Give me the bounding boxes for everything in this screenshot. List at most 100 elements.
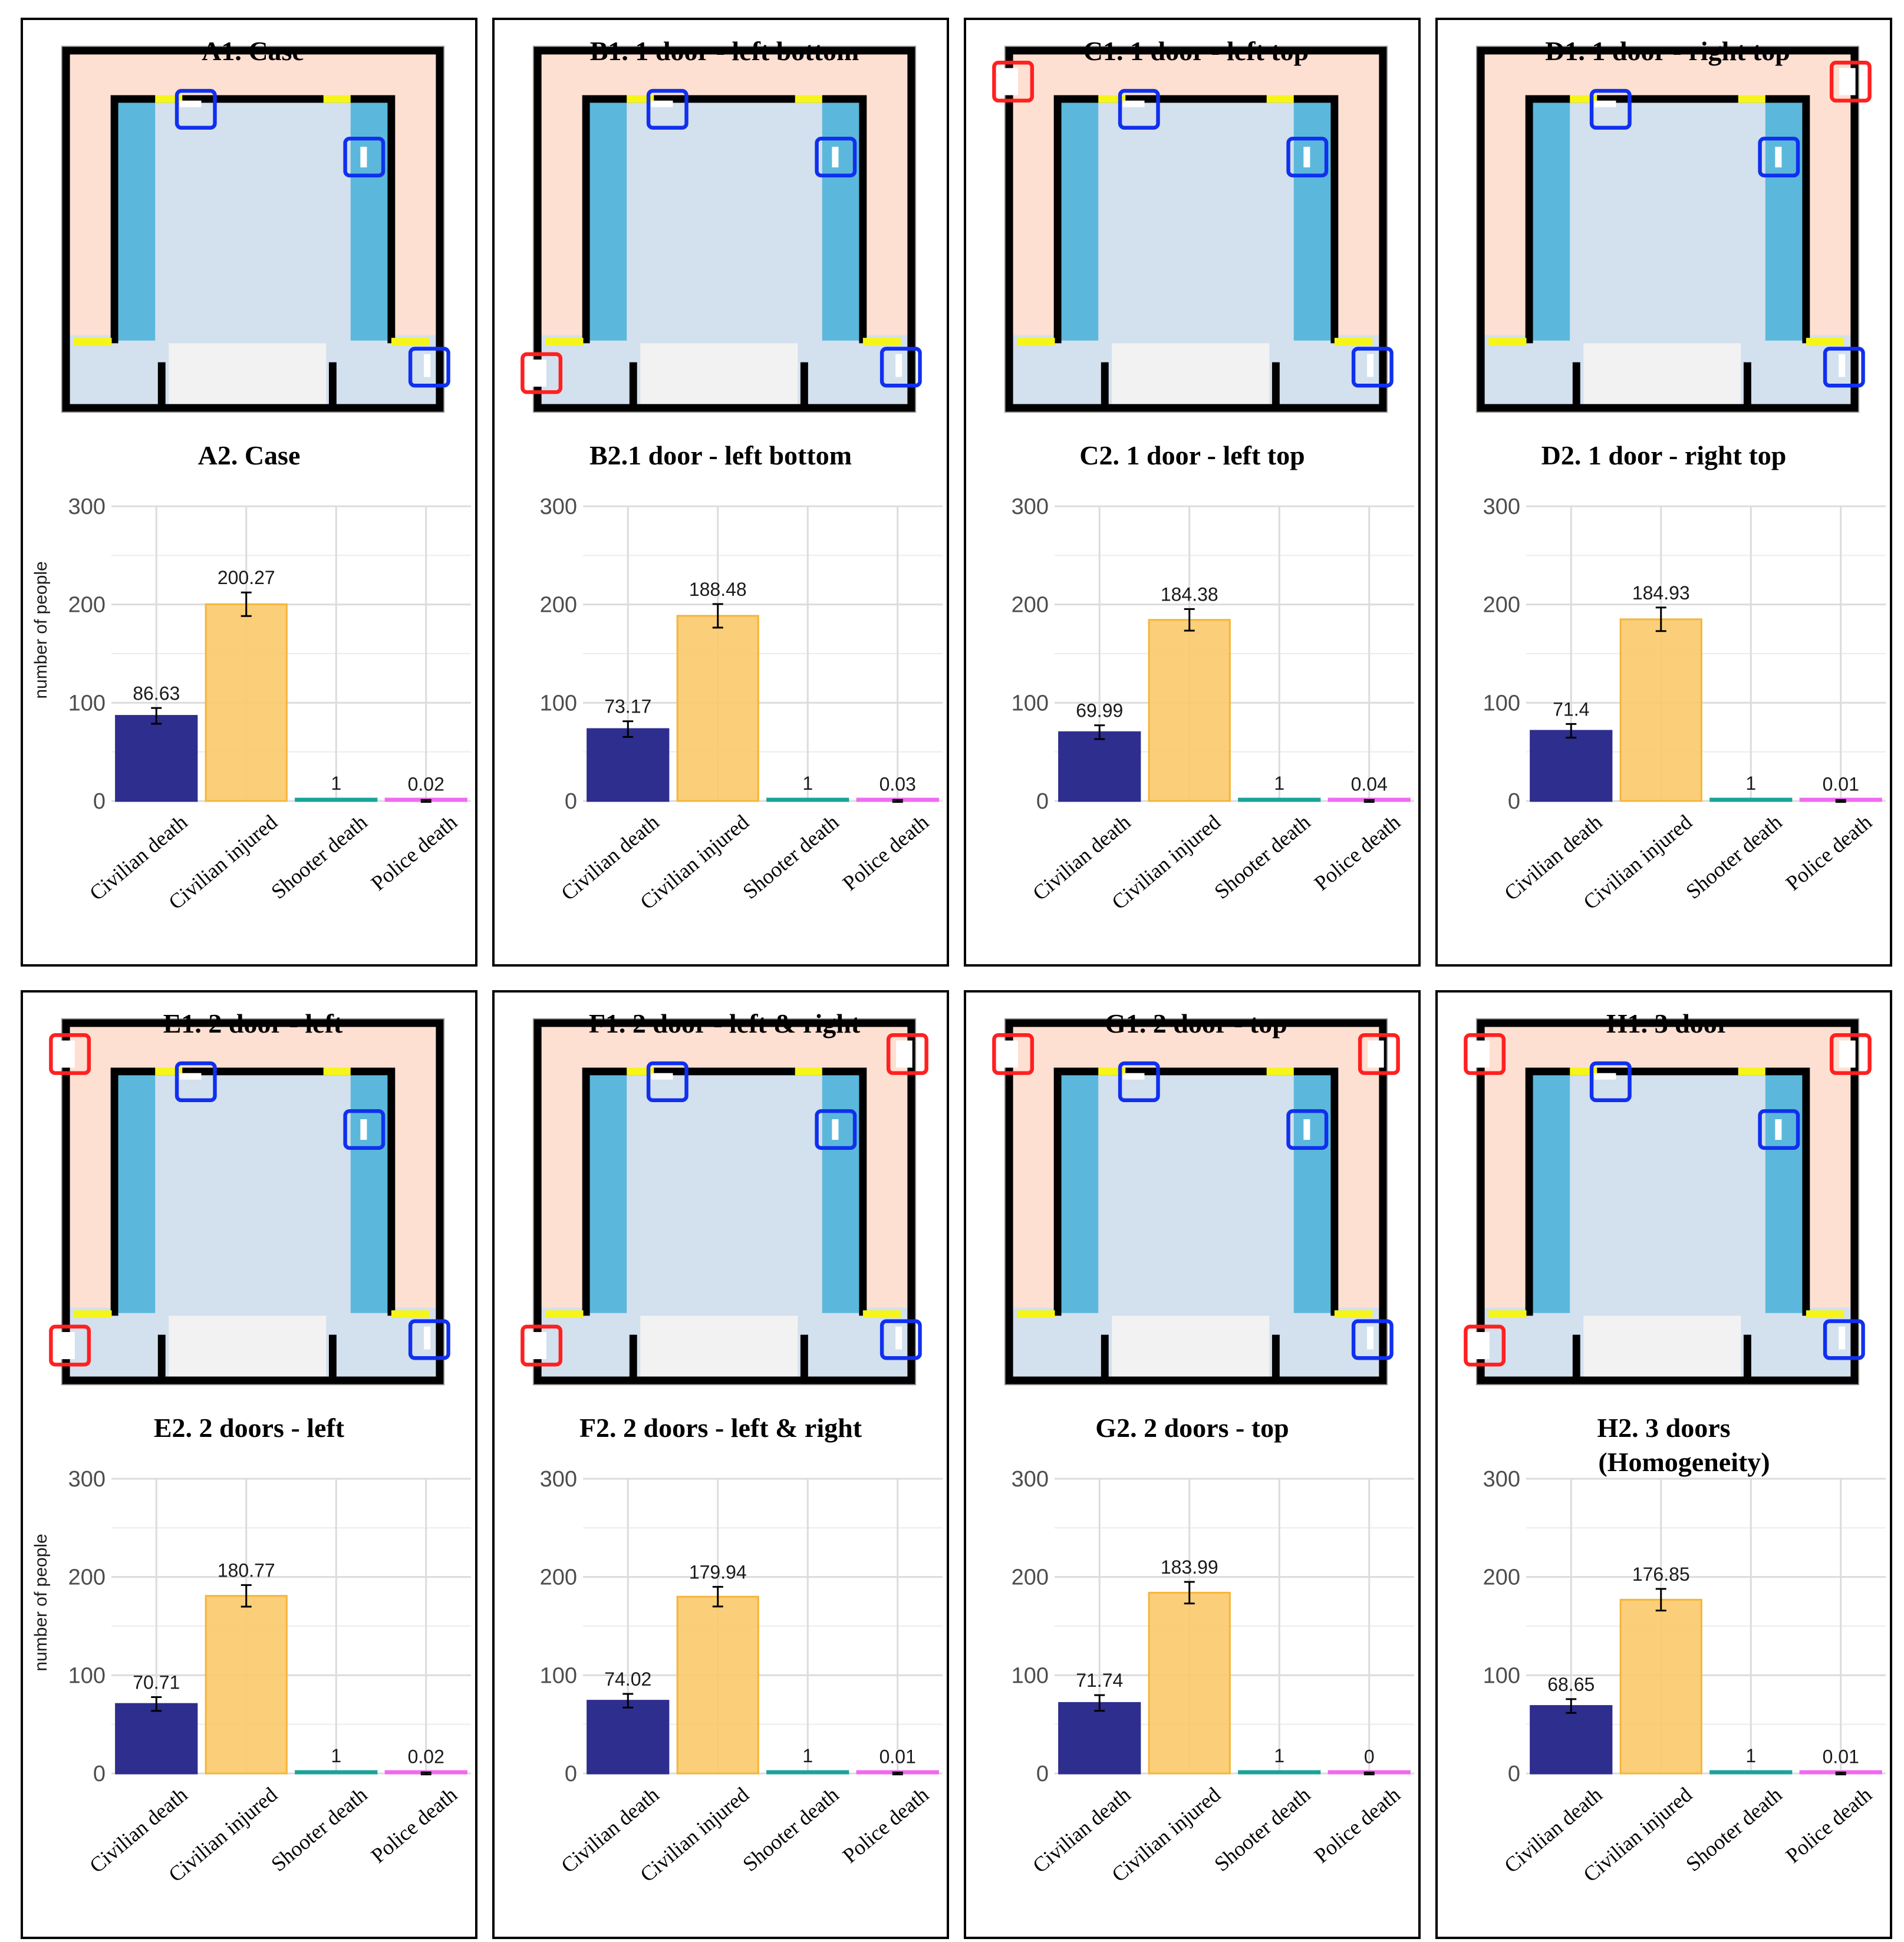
partition-wall [629,362,637,411]
existing-door-box [174,1061,217,1102]
door-gap [1367,1326,1374,1350]
existing-door-box [879,347,922,388]
inner-room [1531,101,1804,335]
existing-door-box [1351,1319,1394,1360]
chart-title: C2. 1 door - left top [1079,440,1305,470]
y-tick-label: 300 [68,1467,106,1492]
x-category-label: Shooter death [1681,1782,1786,1876]
data-label: 1 [1745,1745,1756,1766]
panel-0: A1. Case 0 100 200 300 number of people 86.63 C… [21,18,477,967]
floorplan-title: D1. 1 door - right top [1545,36,1790,66]
existing-door-box [1758,1109,1800,1150]
existing-door-box [815,1109,857,1150]
floorplan-title: G1. 2 door - top [1105,1008,1287,1038]
existing-door-box [1589,88,1632,130]
data-label: 1 [331,773,341,794]
yellow-marker [1266,1067,1294,1076]
data-label: 69.99 [1076,700,1123,721]
door-gap [895,1326,902,1350]
y-tick-label: 200 [68,593,106,618]
yellow-marker [391,338,430,346]
new-door-gap [1473,1040,1490,1068]
yellow-marker [74,338,112,346]
existing-door-box [343,136,386,178]
inner-room [588,1074,861,1308]
y-axis-label: number of people [31,1534,51,1671]
y-tick-label: 0 [565,1762,577,1786]
yellow-marker [323,1067,351,1076]
door-gap [1122,100,1145,107]
data-label: 188.48 [689,579,747,600]
new-door-gap [530,1332,546,1360]
panel-7: H1. 3 door 0 100 200 300 68.65 Civilian death 1… [1435,990,1892,1939]
floorplan-title: B1. 1 door - left bottom [589,36,859,66]
existing-door-box [1286,1109,1329,1150]
yellow-marker [545,338,584,346]
y-tick-label: 0 [1036,789,1049,814]
door-gap [1775,147,1782,167]
partition-wall [1572,1334,1580,1384]
chart-title: D2. 1 door - right top [1541,440,1787,470]
partition-wall [800,362,808,411]
x-category-label: Shooter death [1210,810,1315,904]
door-gap [1367,354,1374,377]
yellow-marker [862,338,901,346]
new-door-gap [1839,68,1856,95]
yellow-marker [1806,338,1844,346]
yellow-marker [74,1310,112,1318]
door-gap [1594,100,1616,107]
existing-door-box [1118,1061,1160,1102]
door-gap [424,1326,431,1350]
left-blue-strip [117,1074,156,1313]
yellow-marker [795,95,822,103]
floorplan-svg [49,1018,450,1386]
yellow-marker [1017,1310,1055,1318]
yellow-marker [545,1310,584,1318]
bar-chart: 0 100 200 300 number of people 86.63 Civilian … [23,433,475,963]
stage-area [640,1315,798,1384]
door-gap [179,1073,202,1080]
x-category-label: Shooter death [1681,810,1786,904]
bar-civilian-injured [676,1595,759,1775]
y-tick-label: 0 [1508,1762,1520,1786]
bar-civilian-injured [1148,619,1231,802]
partition-wall [157,362,166,411]
data-label: 176.85 [1632,1564,1690,1585]
x-category-label: Police death [838,1782,933,1867]
y-tick-label: 0 [1508,789,1520,814]
chart-title: E2. 2 doors - left [153,1413,345,1443]
bar-civilian-injured [1619,1598,1702,1775]
x-category-label: Shooter death [738,810,843,904]
y-tick-label: 200 [1483,593,1520,618]
y-tick-label: 300 [1012,494,1049,519]
bar-civilian-death [1058,1702,1141,1775]
left-blue-strip [1531,101,1570,341]
y-tick-label: 300 [68,494,106,519]
existing-door-box [1823,1319,1865,1360]
outer-wall [1005,47,1387,412]
bar-civilian-death [1530,730,1613,802]
data-label: 184.38 [1161,583,1218,605]
x-category-label: Police death [367,1782,462,1867]
floorplan-svg [521,45,922,413]
floorplan: C1. 1 door - left top [990,32,1402,427]
yellow-marker [1266,95,1294,103]
new-door-gap [530,360,546,387]
new-door-box-left-bottom [49,1324,91,1367]
data-label: 0.04 [1351,774,1388,795]
x-category-label: Shooter death [738,1782,843,1876]
y-axis-label: number of people [31,561,51,699]
yellow-marker [1017,338,1055,346]
stage-area [640,343,798,411]
data-label: 71.74 [1076,1670,1123,1691]
door-gap [1303,1119,1310,1140]
new-door-box-right-top [886,1033,928,1075]
y-tick-label: 200 [1012,1565,1049,1590]
new-door-box-right-top [1829,1033,1872,1075]
data-label: 200.27 [218,567,275,588]
new-door-gap [58,1040,75,1068]
floorplan-svg [992,1018,1400,1386]
left-blue-strip [1060,101,1099,341]
